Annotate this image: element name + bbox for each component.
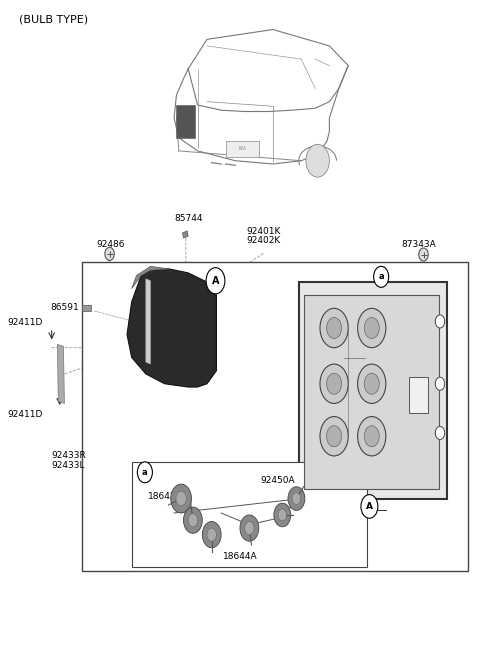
Circle shape xyxy=(361,495,378,518)
Circle shape xyxy=(176,491,186,506)
Circle shape xyxy=(419,248,428,261)
Circle shape xyxy=(326,318,342,338)
Circle shape xyxy=(435,426,444,440)
Bar xyxy=(409,377,428,413)
Text: 18642: 18642 xyxy=(148,492,177,501)
Text: 92450A: 92450A xyxy=(260,476,295,485)
Circle shape xyxy=(292,493,300,504)
Bar xyxy=(177,105,195,138)
Circle shape xyxy=(171,484,192,513)
Circle shape xyxy=(206,268,225,294)
Bar xyxy=(226,141,259,157)
Polygon shape xyxy=(127,269,216,387)
Circle shape xyxy=(373,266,389,287)
Text: a: a xyxy=(378,272,384,281)
Circle shape xyxy=(105,247,114,260)
Text: 92401K: 92401K xyxy=(246,227,281,236)
Text: 92486: 92486 xyxy=(96,239,125,249)
Circle shape xyxy=(288,487,305,510)
Circle shape xyxy=(326,426,342,447)
Circle shape xyxy=(358,364,386,403)
Text: A: A xyxy=(366,502,373,511)
Circle shape xyxy=(320,364,348,403)
Circle shape xyxy=(358,308,386,348)
Bar xyxy=(132,462,367,567)
Circle shape xyxy=(188,514,198,527)
Text: 92433R: 92433R xyxy=(52,451,86,461)
Circle shape xyxy=(435,377,444,390)
Circle shape xyxy=(202,522,221,548)
Polygon shape xyxy=(146,279,151,364)
Text: 92402K: 92402K xyxy=(246,236,281,245)
Text: 86591: 86591 xyxy=(50,302,79,312)
Bar xyxy=(82,262,468,571)
Bar xyxy=(304,295,439,489)
Text: (BULB TYPE): (BULB TYPE) xyxy=(19,14,88,24)
Circle shape xyxy=(245,522,254,535)
Text: 18644A: 18644A xyxy=(223,552,257,562)
Text: 92433L: 92433L xyxy=(52,461,85,470)
Circle shape xyxy=(207,528,216,541)
Circle shape xyxy=(326,373,342,394)
Circle shape xyxy=(274,503,291,527)
Circle shape xyxy=(320,417,348,456)
Polygon shape xyxy=(182,231,188,238)
Circle shape xyxy=(320,308,348,348)
Circle shape xyxy=(358,417,386,456)
Circle shape xyxy=(240,515,259,541)
Polygon shape xyxy=(57,344,64,403)
Text: A: A xyxy=(212,276,219,286)
Text: a: a xyxy=(142,468,148,477)
Text: 92411D: 92411D xyxy=(7,318,42,327)
Circle shape xyxy=(278,509,287,521)
Bar xyxy=(82,305,91,311)
Polygon shape xyxy=(132,266,169,289)
Text: 87343A: 87343A xyxy=(401,239,436,249)
Text: 85744: 85744 xyxy=(174,214,203,223)
Circle shape xyxy=(137,462,153,483)
Text: 92411D: 92411D xyxy=(7,410,42,419)
Circle shape xyxy=(306,144,329,177)
Circle shape xyxy=(435,315,444,328)
Circle shape xyxy=(364,426,379,447)
Circle shape xyxy=(183,507,202,533)
Circle shape xyxy=(364,318,379,338)
Text: KIA: KIA xyxy=(238,146,246,152)
Text: VIEW: VIEW xyxy=(318,501,344,512)
Bar xyxy=(299,282,447,499)
Circle shape xyxy=(364,373,379,394)
